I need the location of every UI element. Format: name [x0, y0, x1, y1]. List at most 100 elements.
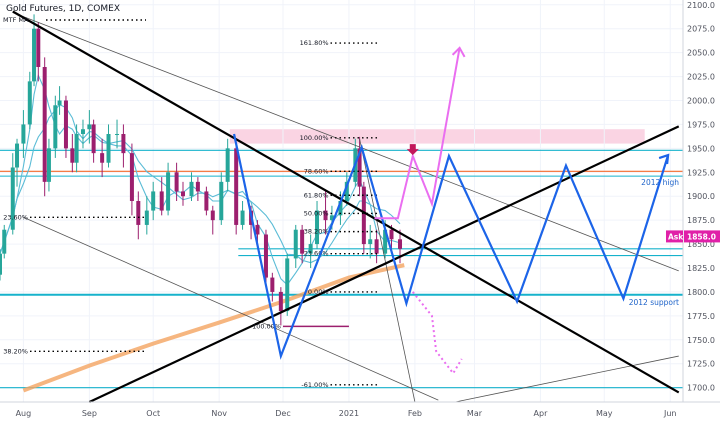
y-tick-label: 1900.0 [687, 192, 715, 201]
candle-body [210, 210, 215, 221]
current-price-value: 1858.0 [687, 232, 716, 241]
y-tick-label: 2025.0 [687, 73, 715, 82]
fib-level-label: 38.20% [304, 228, 329, 236]
indicator-label: MTF MA [3, 16, 29, 24]
blue-arrow-head [658, 153, 670, 165]
candle-body [329, 215, 334, 221]
fib-level-label: 50.00% [304, 209, 329, 217]
candle-body [57, 100, 62, 106]
candle-body [166, 172, 171, 211]
x-tick-label: Nov [211, 409, 227, 418]
fib-level-label: 161.80% [300, 39, 329, 47]
y-tick-label: 1875.0 [687, 216, 715, 225]
candle-body [189, 181, 194, 197]
resistance-zone-layer [229, 129, 645, 144]
moving-average-layer [0, 73, 405, 393]
chart-title: Gold Futures, 1D, COMEX [6, 4, 120, 14]
candle-body [100, 153, 105, 163]
y-tick-label: 1725.0 [687, 360, 715, 369]
down-arrow-icon [406, 144, 419, 156]
x-tick-label: May [596, 409, 613, 418]
fib-level-label: 100.00% [252, 322, 281, 330]
channel-line [455, 355, 679, 403]
candle-body [159, 191, 164, 211]
blue-zigzag-projection [232, 133, 670, 360]
candle-body [383, 229, 388, 254]
candle-body [121, 134, 126, 154]
y-tick-label: 2050.0 [687, 49, 715, 58]
channel-line [12, 12, 679, 272]
candle-body [323, 210, 328, 221]
magenta-dotted-projection [411, 291, 463, 376]
candle-body [219, 181, 224, 221]
x-tick-label: Dec [275, 409, 290, 418]
fib-level-label: 23.60% [304, 250, 329, 258]
candle-body [361, 186, 366, 245]
candle-body [368, 239, 373, 245]
candle-body [308, 244, 313, 254]
magenta-projection [374, 47, 461, 220]
candle-body [240, 210, 245, 225]
x-tick-label: Sep [82, 409, 97, 418]
candle-body [32, 28, 37, 82]
ask-tag-label: Ask [668, 232, 684, 241]
y-tick-label: 2100.0 [687, 1, 715, 10]
candle-body [270, 277, 275, 292]
trend-lines-layer [12, 10, 680, 403]
candle-body [263, 234, 268, 278]
candle-body [106, 134, 111, 163]
fib-level-label: 0.00% [308, 288, 329, 296]
x-tick-label: Jun [663, 409, 677, 418]
channel-line [23, 216, 439, 401]
candle-body [180, 191, 185, 197]
fib-level-label: -61.00% [301, 381, 328, 389]
candle-body [151, 191, 156, 211]
x-tick-label: Apr [534, 409, 549, 418]
candle-body [74, 134, 79, 163]
y-tick-label: 1975.0 [687, 120, 715, 129]
resistance-zone [229, 129, 645, 144]
y-tick-label: 1800.0 [687, 288, 715, 297]
x-tick-label: Aug [16, 409, 32, 418]
candle-body [70, 148, 75, 163]
candle-body [195, 181, 200, 192]
ask-tag-box [666, 230, 683, 243]
fib-level-label: 100.00% [300, 134, 329, 142]
candle-body [115, 134, 120, 135]
y-tick-label: 2075.0 [687, 25, 715, 34]
candle-body [398, 239, 403, 249]
x-tick-label: Mar [467, 409, 483, 418]
candle-body [315, 210, 320, 245]
candle-body [53, 105, 58, 149]
grid-layer [0, 0, 683, 402]
candle-body [129, 153, 134, 201]
ma-line-fast [0, 104, 401, 264]
candle-body [91, 124, 96, 154]
candle-body [225, 148, 230, 182]
y-tick-label: 1925.0 [687, 168, 715, 177]
candle-body [357, 148, 362, 187]
price-level-label: 2012 support [629, 298, 679, 307]
candle-body [285, 258, 290, 312]
candle-body [300, 229, 305, 254]
fib-level-label: 78.60% [304, 167, 329, 175]
channel-line [359, 138, 416, 403]
y-tick-label: 1850.0 [687, 240, 715, 249]
candle-body [389, 229, 394, 240]
fib-level-label: 38.20% [3, 347, 28, 355]
y-tick-label: 2000.0 [687, 97, 715, 106]
candle-body [21, 124, 26, 144]
candle-body [344, 181, 349, 201]
candle-body [374, 239, 379, 254]
y-tick-label: 1950.0 [687, 144, 715, 153]
projection-layer [232, 46, 670, 376]
candle-body [338, 201, 343, 216]
trend-line [88, 125, 680, 403]
candle-body [36, 28, 41, 67]
x-tick-label: Oct [146, 409, 160, 418]
candle-body [46, 148, 51, 182]
candle-body [80, 129, 85, 134]
candle-body [255, 224, 260, 235]
